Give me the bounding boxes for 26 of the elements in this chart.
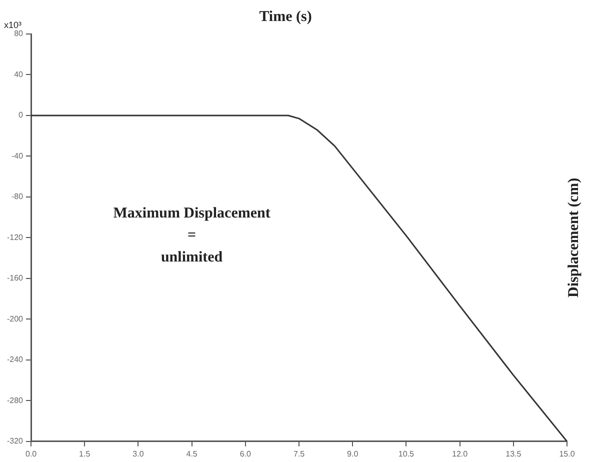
x-axis-title: Time (s) (259, 8, 312, 25)
y-tick-label: 0 (18, 110, 24, 120)
x-tick-label: 6.0 (240, 449, 252, 458)
x-tick-label: 4.5 (186, 449, 198, 458)
x-tick-label: 13.5 (506, 449, 522, 458)
x-tick-label: 9.0 (347, 449, 359, 458)
annotation: Maximum Displacement = unlimited (113, 205, 270, 266)
y-tick-label: -120 (6, 232, 24, 242)
y-tick-label: 40 (14, 70, 24, 79)
y-tick-label: 80 (14, 29, 24, 38)
x-tick-label: 15.0 (559, 449, 576, 458)
y-tick-label: -40 (11, 151, 24, 160)
y-tick-label: -240 (6, 355, 24, 364)
x-tick-label: 12.0 (452, 449, 468, 458)
x-tick-label: 3.0 (132, 449, 144, 458)
x-tick-label: 0.0 (25, 449, 38, 458)
x-tick-label: 1.5 (79, 449, 91, 458)
x-tick-label: 7.5 (293, 449, 306, 458)
x-tick-label: 10.5 (398, 449, 415, 458)
y-tick-label: -200 (6, 314, 24, 324)
y-tick-label: -80 (11, 192, 24, 202)
y-tick-label: -280 (6, 396, 24, 405)
text: x10³ (4, 20, 22, 30)
y-axis-title: Displacement (cm) (566, 178, 582, 298)
y-tick-label: -320 (6, 436, 24, 446)
y-tick-label: -160 (6, 274, 24, 283)
